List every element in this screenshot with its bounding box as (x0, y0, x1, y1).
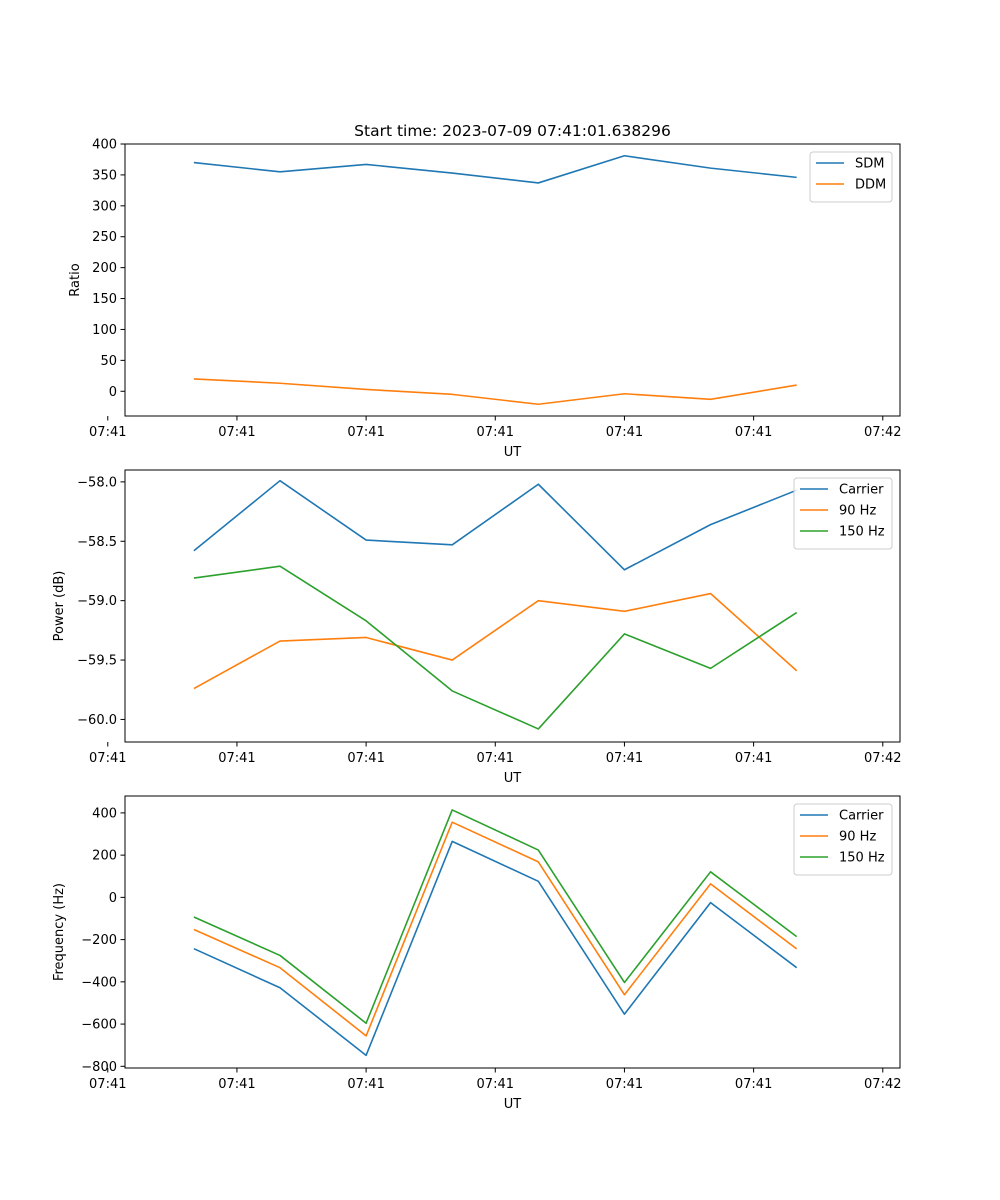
power-ytick-label: −59.0 (77, 594, 117, 609)
power-ytick-label: −58.5 (77, 535, 117, 550)
frequency-xlabel: UT (504, 1097, 522, 1112)
power-legend: Carrier 90 Hz 150 Hz (793, 477, 893, 550)
power-xtick-label: 07:41 (218, 751, 255, 766)
ratio-legend-label: SDM (855, 157, 884, 172)
frequency-ylabel: Frequency (Hz) (52, 883, 67, 981)
frequency-legend-label: 90 Hz (839, 830, 876, 845)
ratio-ytick-label: 400 (92, 138, 117, 153)
ratio-ytick-label: 0 (109, 385, 117, 400)
ratio-xtick-label: 07:42 (864, 425, 901, 440)
frequency-series-90-hz-line (193, 821, 798, 1037)
power-series-150-hz-line (193, 565, 798, 730)
power-xtick-label: 07:41 (606, 751, 643, 766)
ratio-ytick-label: 350 (92, 168, 117, 183)
power-ytick-label: −58.0 (77, 475, 117, 490)
ratio-xtick-label: 07:41 (89, 425, 126, 440)
frequency-xtick-label: 07:41 (477, 1077, 514, 1092)
frequency-ytick-label: −600 (81, 1018, 117, 1033)
frequency-ytick-label: 200 (92, 849, 117, 864)
power-xlabel: UT (504, 771, 522, 786)
ratio-xlabel: UT (504, 445, 522, 460)
power-axes-frame (124, 469, 901, 743)
ratio-legend-box (809, 151, 893, 203)
frequency-xtick-label: 07:41 (606, 1077, 643, 1092)
frequency-ytick-label: 400 (92, 806, 117, 821)
frequency-legend-label: 150 Hz (839, 851, 885, 866)
power-panel: 07:41 07:41 07:41 07:41 07:41 07:41 07:42 −58.0… (52, 469, 902, 786)
frequency-ytick-label: −800 (81, 1060, 117, 1075)
ratio-axes-frame (124, 143, 901, 417)
frequency-ytick-label: −200 (81, 933, 117, 948)
ratio-panel: 07:41 07:41 07:41 07:41 07:41 07:41 07:42 0 50 10… (68, 138, 902, 461)
frequency-ytick-label: −400 (81, 975, 117, 990)
ratio-ytick-label: 100 (92, 323, 117, 338)
ratio-ytick-label: 200 (92, 261, 117, 276)
ratio-xtick-label: 07:41 (347, 425, 384, 440)
frequency-axes-frame (124, 795, 901, 1069)
frequency-series-150-hz-line (193, 809, 798, 1025)
ratio-ytick-label: 150 (92, 292, 117, 307)
ratio-xtick-label: 07:41 (735, 425, 772, 440)
frequency-xtick-label: 07:41 (218, 1077, 255, 1092)
power-legend-label: Carrier (839, 483, 884, 498)
frequency-ytick-label: 0 (109, 891, 117, 906)
power-xtick-label: 07:41 (735, 751, 772, 766)
power-ytick-label: −60.0 (77, 713, 117, 728)
frequency-xtick-label: 07:42 (864, 1077, 901, 1092)
ratio-xtick-label: 07:41 (606, 425, 643, 440)
figure-title: Start time: 2023-07-09 07:41:01.638296 (354, 122, 671, 140)
power-legend-label: 150 Hz (839, 525, 885, 540)
power-legend-label: 90 Hz (839, 504, 876, 519)
power-series-90-hz-line (193, 592, 798, 690)
power-xtick-label: 07:41 (89, 751, 126, 766)
frequency-xtick-label: 07:41 (347, 1077, 384, 1092)
ratio-legend: SDM DDM (809, 151, 893, 203)
frequency-xtick-label: 07:41 (89, 1077, 126, 1092)
ratio-series-ddm-line (193, 378, 797, 406)
ratio-ytick-label: 250 (92, 230, 117, 245)
frequency-panel: 07:41 07:41 07:41 07:41 07:41 07:41 07:42 400 20… (52, 795, 902, 1112)
frequency-xtick-label: 07:41 (735, 1077, 772, 1092)
chart-panels: 07:41 07:41 07:41 07:41 07:41 07:41 07:42 0 50 10… (52, 138, 902, 1113)
power-xtick-label: 07:41 (347, 751, 384, 766)
ratio-legend-label: DDM (855, 178, 886, 193)
power-xtick-label: 07:41 (477, 751, 514, 766)
power-xtick-label: 07:42 (864, 751, 901, 766)
ratio-series-sdm-line (193, 154, 797, 184)
ratio-xtick-label: 07:41 (218, 425, 255, 440)
ratio-ytick-label: 300 (92, 199, 117, 214)
frequency-legend: Carrier 90 Hz 150 Hz (793, 803, 893, 876)
power-ylabel: Power (dB) (52, 571, 67, 642)
power-ytick-label: −59.5 (77, 654, 117, 669)
power-series-carrier-line (193, 479, 797, 571)
ratio-ytick-label: 50 (100, 354, 117, 369)
ratio-xtick-label: 07:41 (477, 425, 514, 440)
frequency-legend-label: Carrier (839, 809, 884, 824)
ratio-ylabel: Ratio (68, 263, 83, 296)
frequency-series-carrier-line (193, 840, 798, 1057)
